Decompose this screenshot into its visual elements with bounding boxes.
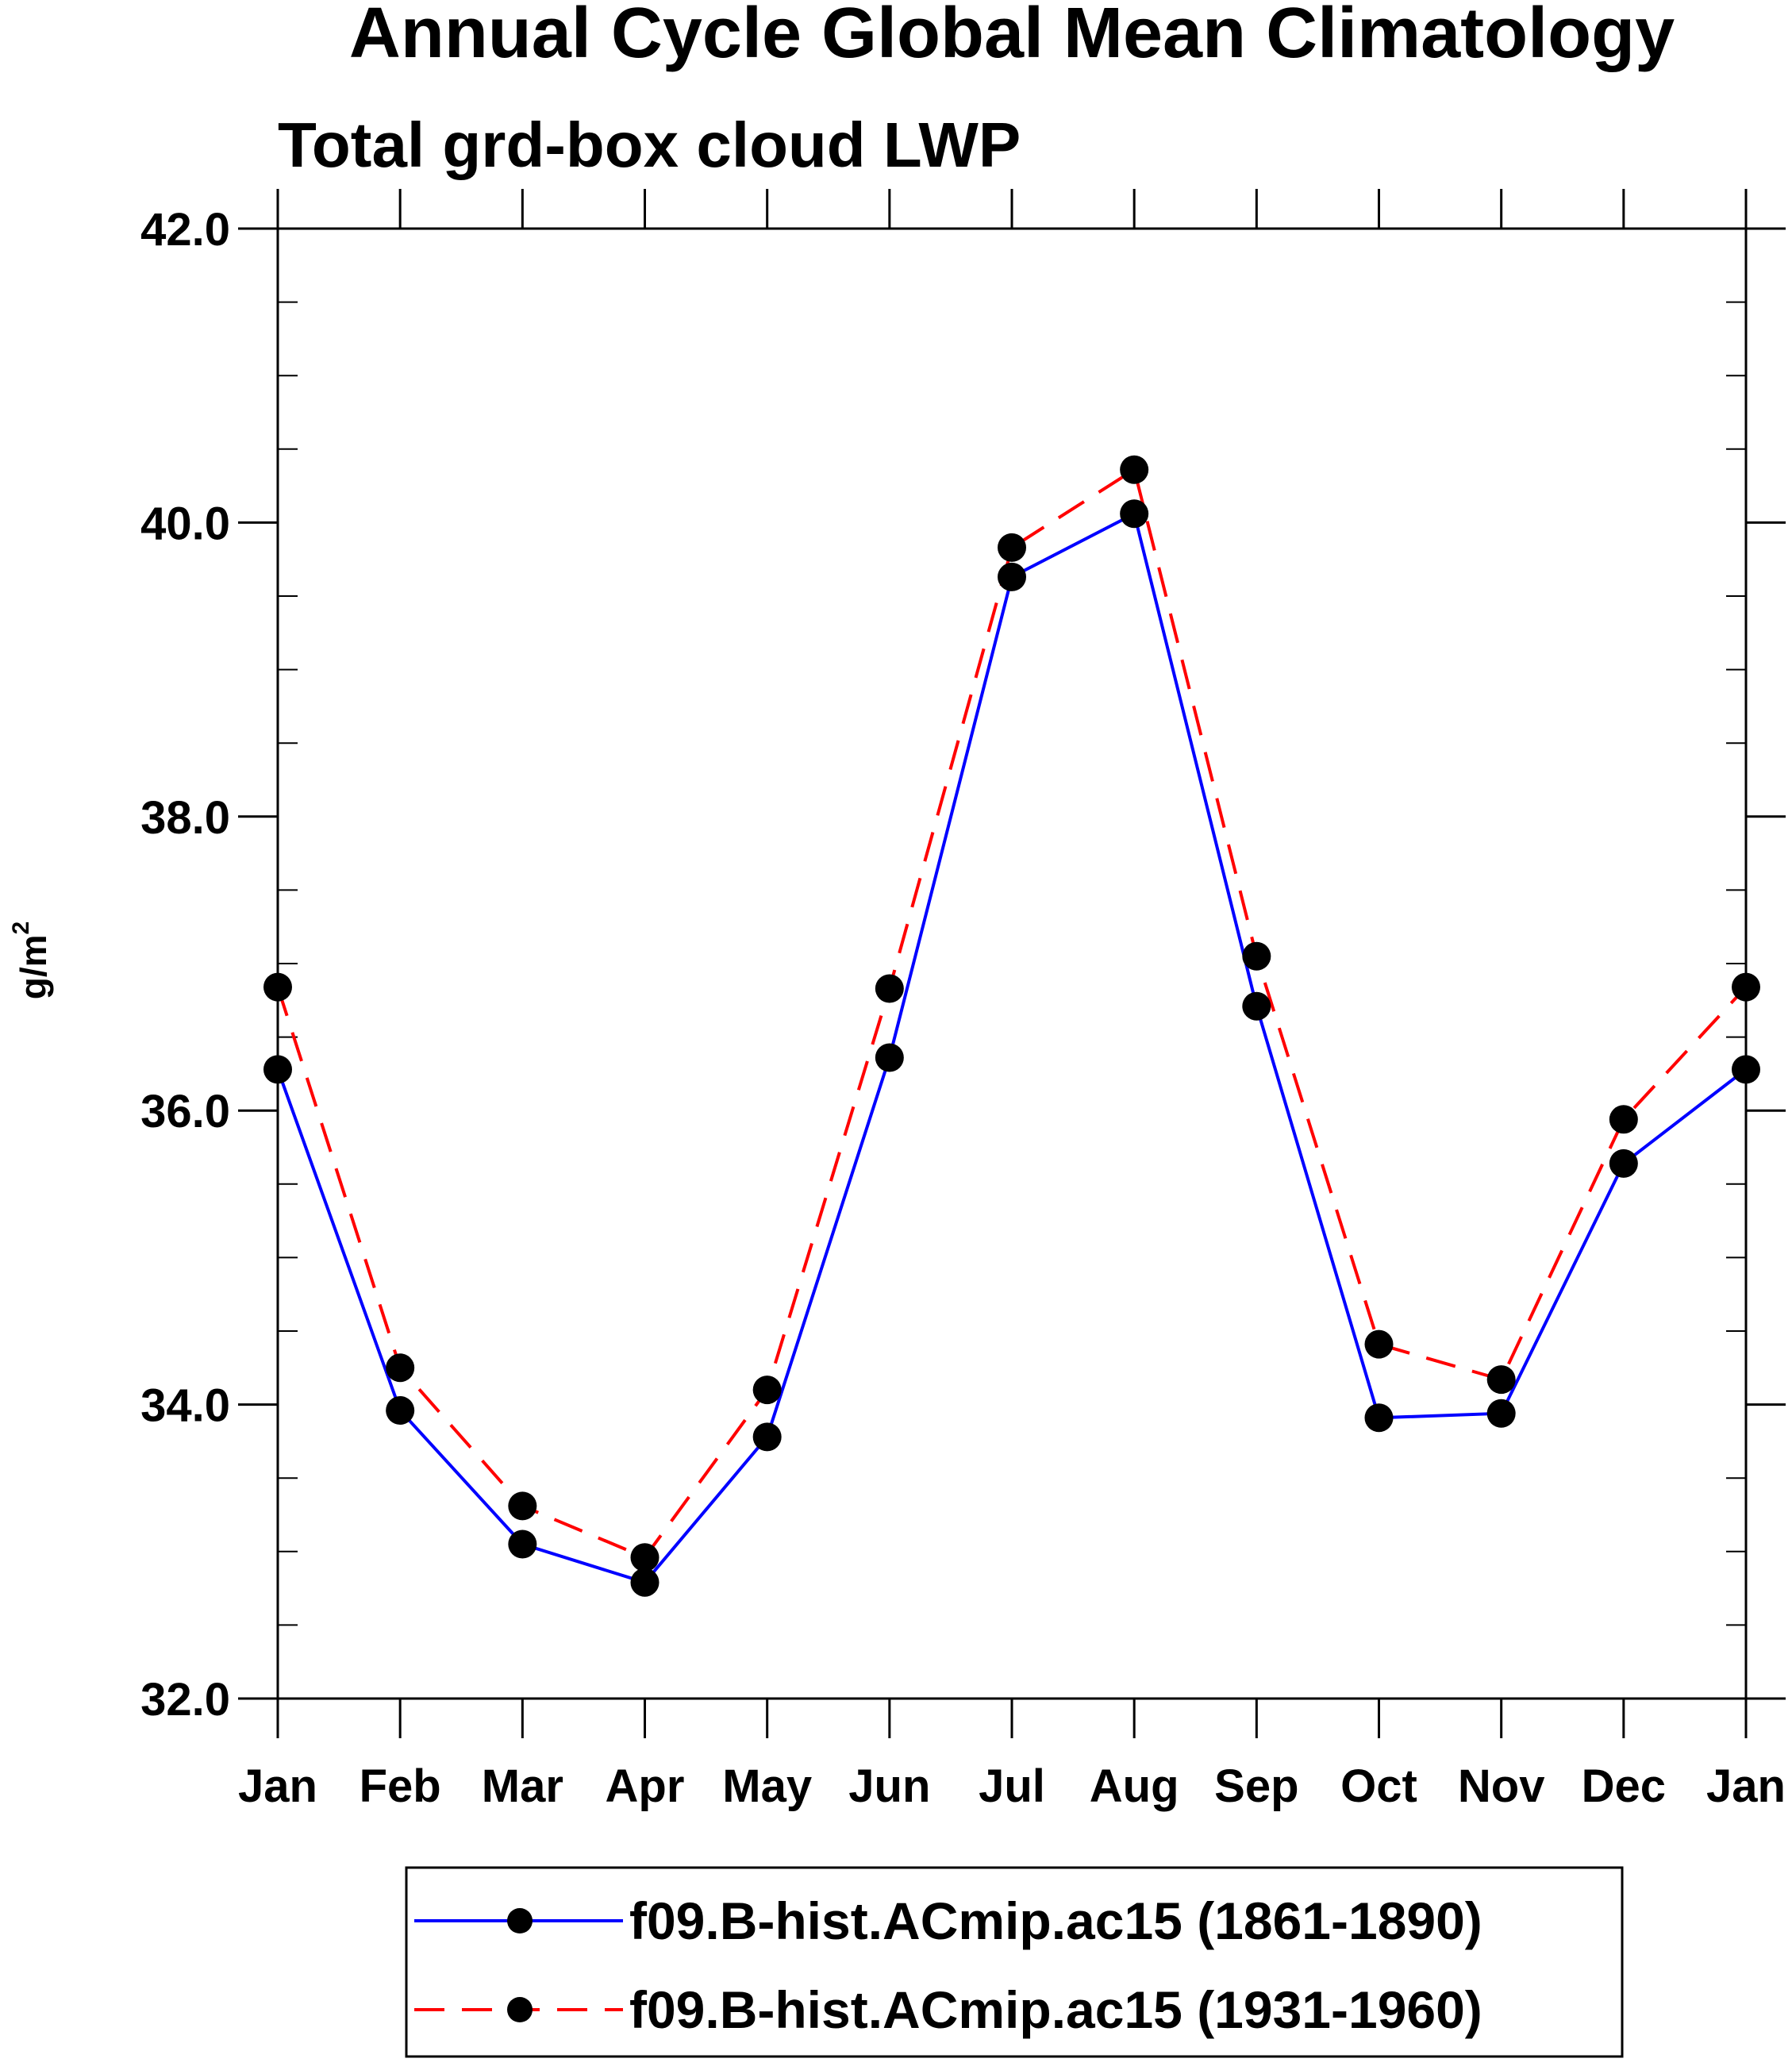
x-tick-label: Sep [1214,1760,1298,1812]
y-axis-label: g/m2 [8,921,54,999]
x-tick-label: Jun [848,1760,930,1812]
y-tick-label: 34.0 [140,1380,230,1432]
series-2-point [508,1491,537,1521]
y-tick-label: 40.0 [140,498,230,549]
series-2-point [1120,455,1149,484]
x-tick-label: Apr [606,1760,685,1812]
legend: f09.B-hist.ACmip.ac15 (1861-1890) f09.B-… [405,1866,1624,2058]
series-1-point [875,1043,904,1072]
series-2-point [1242,941,1271,971]
series-1-point [386,1396,415,1426]
series-2-point [1609,1105,1638,1134]
x-tick-label: Jul [979,1760,1045,1812]
y-tick-label: 38.0 [140,792,230,844]
series-1-point [1364,1403,1394,1433]
series-2-point [1732,972,1760,1002]
series-1-point [998,562,1026,591]
series-line-2 [276,467,1748,1560]
x-tick-label: Aug [1090,1760,1179,1812]
chart-title: Annual Cycle Global Mean Climatology [349,0,1675,73]
y-tick-label: 36.0 [140,1086,230,1137]
chart-subtitle: Total grd-box cloud LWP [278,110,1021,180]
legend-label-2: f09.B-hist.ACmip.ac15 (1931-1960) [629,1980,1482,2039]
series-1-point [1120,499,1149,529]
series-line-1 [276,511,1748,1585]
series-2-point [998,533,1026,562]
series-2-point [1486,1365,1516,1395]
series-1-point [508,1529,537,1559]
series-2-point [630,1543,660,1572]
x-tick-label: Oct [1340,1760,1417,1812]
y-axis-label-base: g/m [13,934,54,999]
x-tick-label: Nov [1458,1760,1545,1812]
x-tick-label: Dec [1582,1760,1666,1812]
series-2-point [752,1376,782,1405]
x-tick-label: Jan [1706,1760,1786,1812]
series-2-point [263,972,292,1002]
series-1-point [1486,1399,1516,1428]
legend-marker-1 [507,1908,533,1933]
x-tick-label: May [722,1760,812,1812]
x-tick-label: Jan [238,1760,317,1812]
series-1-point [630,1568,660,1597]
series-2-point [875,974,904,1003]
x-tick-label: Feb [360,1760,441,1812]
legend-marker-2 [507,1997,533,2022]
y-axis-label-superscript: 2 [8,921,34,935]
y-tick-label: 42.0 [140,204,230,256]
series-1-point [752,1422,782,1452]
y-tick-label: 32.0 [140,1674,230,1726]
series-1-point [1242,991,1271,1021]
legend-label-1: f09.B-hist.ACmip.ac15 (1861-1890) [629,1891,1482,1950]
legend-box [405,1866,1624,2058]
x-tick-label: Mar [482,1760,563,1812]
series-1-point [263,1055,292,1084]
series-1-point [1732,1055,1760,1084]
series-1-point [1609,1149,1638,1178]
series-group [263,455,1760,1597]
axes: Jan Feb Mar Apr May Jun Jul Aug Sep Oct Nov Dec Jan3… [140,189,1786,1812]
series-2-point [386,1353,415,1383]
series-2-point [1364,1329,1394,1359]
